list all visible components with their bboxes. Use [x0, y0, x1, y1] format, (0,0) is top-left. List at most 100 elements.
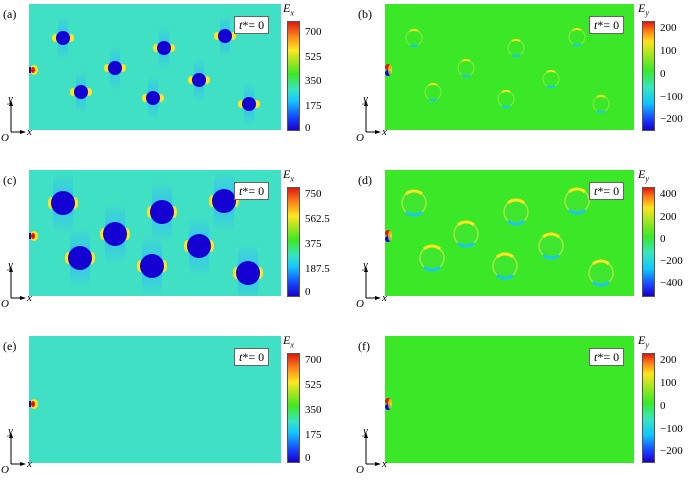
colorbar-tick: 0	[305, 286, 311, 298]
field-map-ey	[385, 170, 634, 296]
colorbar-tick: −100	[660, 423, 683, 435]
panel-e: (e) t*= 0 Ex 700 525 350 175 0 y x O	[0, 332, 345, 492]
y-axis-label: y	[8, 425, 13, 437]
colorbar-tick: 400	[660, 188, 677, 200]
coordinate-axes: y x O	[0, 254, 32, 314]
field-map-svg	[385, 187, 614, 287]
origin-label: O	[1, 132, 9, 144]
coordinate-axes: y x O	[355, 254, 387, 314]
colorbar-title: Ex	[283, 167, 294, 184]
y-axis-label: y	[8, 259, 13, 271]
panel-label: (f)	[358, 339, 370, 353]
colorbar-tick: 525	[305, 379, 322, 391]
electrode-tip	[29, 231, 38, 241]
x-axis-label: x	[27, 292, 32, 304]
colorbar-tick: 0	[305, 452, 311, 464]
colorbar-tick: 200	[660, 211, 677, 223]
colorbar-tick: 350	[305, 75, 322, 87]
field-map-svg	[385, 398, 392, 410]
panel-b: (b) t*= 0 Ey 200 100 0 −10	[355, 0, 700, 160]
panel-label: (a)	[3, 7, 17, 21]
field-map-svg	[29, 14, 260, 126]
colorbar-tick: 0	[660, 68, 666, 80]
electrode-tip	[29, 65, 38, 75]
colorbar-tick: 0	[305, 122, 311, 134]
colorbar-tick: 0	[660, 400, 666, 412]
origin-label: O	[1, 298, 9, 310]
colorbar-tick: −400	[660, 277, 683, 289]
colorbar	[642, 353, 655, 463]
y-axis-label: y	[363, 93, 368, 105]
colorbar-tick: 200	[660, 22, 677, 34]
x-axis-label: x	[27, 126, 32, 138]
panel-label: (d)	[358, 173, 372, 187]
colorbar	[287, 187, 300, 297]
x-axis-label: x	[382, 126, 387, 138]
time-label: t*= 0	[589, 16, 625, 34]
colorbar-tick: 375	[305, 238, 322, 250]
colorbar-title: Ey	[638, 1, 649, 18]
colorbar	[287, 21, 300, 131]
colorbar	[642, 21, 655, 131]
colorbar	[287, 353, 300, 463]
colorbar-title: Ex	[283, 1, 294, 18]
time-label: t*= 0	[234, 348, 270, 366]
time-label: t*= 0	[589, 182, 625, 200]
particles	[48, 171, 263, 296]
colorbar-tick: 0	[660, 233, 666, 245]
colorbar-tick: 100	[660, 45, 677, 57]
colorbar-tick: 200	[660, 354, 677, 366]
colorbar-title: Ey	[638, 167, 649, 184]
panel-label: (b)	[358, 7, 372, 21]
time-label: t*= 0	[589, 348, 625, 366]
colorbar-tick: 175	[305, 429, 322, 441]
colorbar-tick: 350	[305, 404, 322, 416]
origin-label: O	[356, 298, 364, 310]
colorbar	[642, 187, 655, 297]
time-label: t*= 0	[234, 182, 270, 200]
field-map-svg	[385, 27, 610, 114]
panel-label: (e)	[3, 339, 17, 353]
particles	[52, 14, 260, 126]
particles	[401, 187, 614, 287]
coordinate-axes: y x O	[355, 420, 387, 480]
panel-d: (d) t*= 0 Ey 400 200 0 −20	[355, 166, 700, 326]
colorbar-tick: 750	[305, 188, 322, 200]
panel-c: (c)	[0, 166, 345, 326]
coordinate-axes: y x O	[355, 88, 387, 148]
x-axis-label: x	[382, 458, 387, 470]
x-axis-label: x	[27, 458, 32, 470]
colorbar-tick: −200	[660, 113, 683, 125]
particles	[405, 27, 610, 114]
colorbar-tick: 187.5	[305, 263, 330, 275]
electrode-tip	[385, 398, 392, 410]
colorbar-tick: −200	[660, 445, 683, 457]
colorbar-title: Ex	[283, 333, 294, 350]
origin-label: O	[356, 464, 364, 476]
field-map-svg	[29, 399, 38, 409]
field-map-svg	[29, 171, 263, 296]
electrode-tip	[385, 230, 392, 242]
panel-label: (c)	[3, 173, 17, 187]
x-axis-label: x	[382, 292, 387, 304]
colorbar-tick: −200	[660, 255, 683, 267]
panel-a: (a)	[0, 0, 345, 160]
electrode-tip	[29, 399, 38, 409]
colorbar-tick: −100	[660, 91, 683, 103]
time-label: t*= 0	[234, 16, 270, 34]
colorbar-tick: 562.5	[305, 213, 330, 225]
origin-label: O	[356, 132, 364, 144]
colorbar-title: Ey	[638, 333, 649, 350]
panel-f: (f) t*= 0 Ey 200 100 0 −100 −200 y x O	[355, 332, 700, 492]
coordinate-axes: y x O	[0, 420, 32, 480]
colorbar-tick: 525	[305, 51, 322, 63]
electrode-tip	[385, 64, 392, 76]
coordinate-axes: y x O	[0, 88, 32, 148]
y-axis-label: y	[363, 259, 368, 271]
colorbar-tick: 100	[660, 377, 677, 389]
origin-label: O	[1, 464, 9, 476]
colorbar-tick: 175	[305, 100, 322, 112]
y-axis-label: y	[363, 425, 368, 437]
colorbar-tick: 700	[305, 354, 322, 366]
colorbar-tick: 700	[305, 26, 322, 38]
